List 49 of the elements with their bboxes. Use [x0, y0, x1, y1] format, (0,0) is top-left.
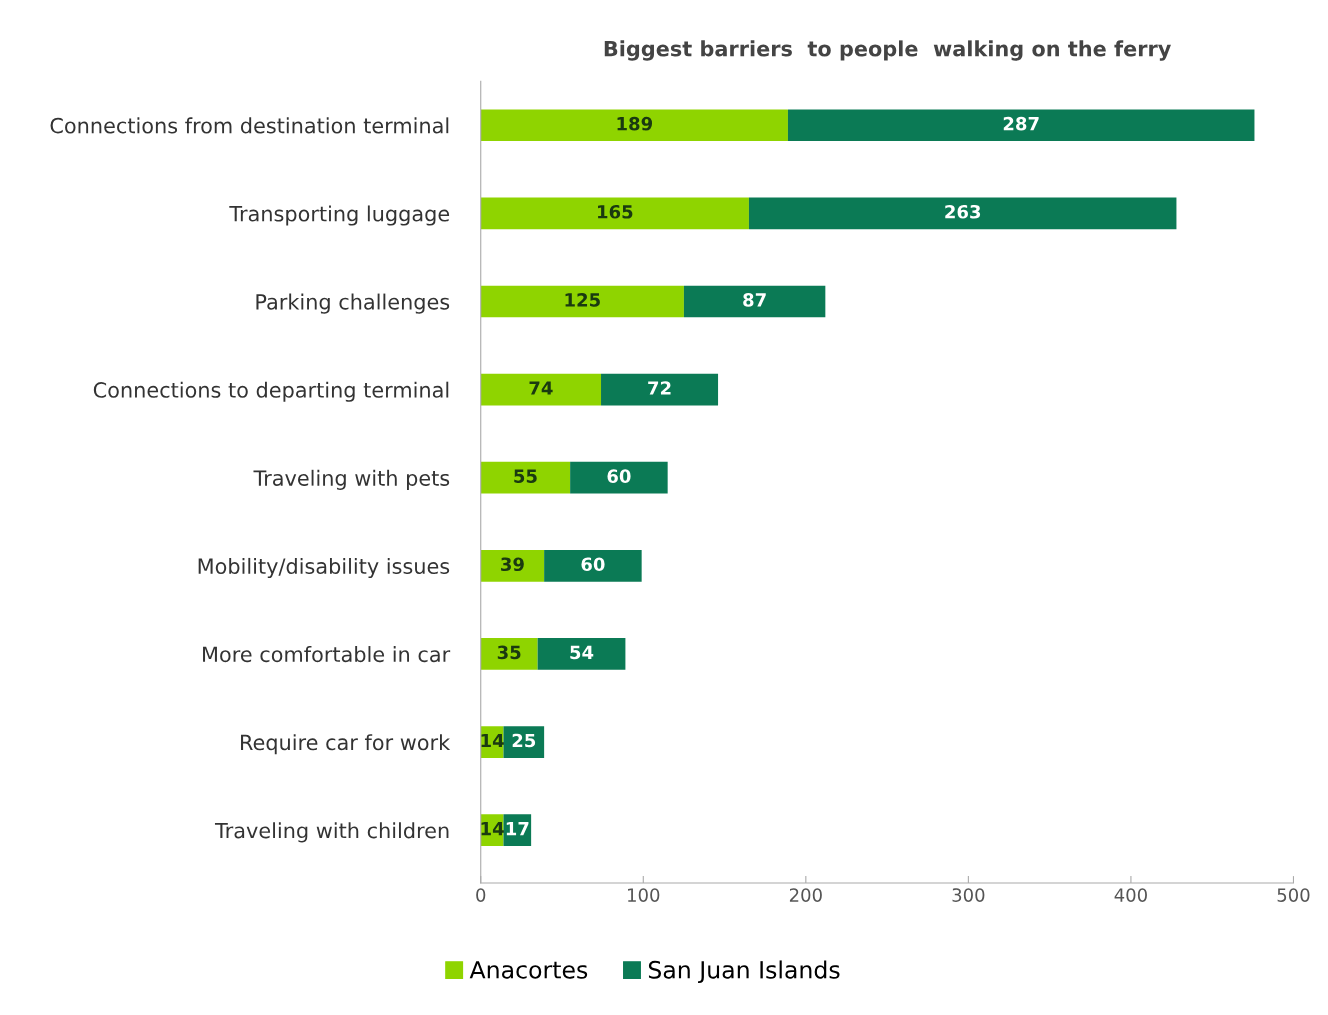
bar [480, 638, 538, 670]
legend-label: San Juan Islands [648, 960, 840, 984]
data-label: 17 [506, 822, 529, 836]
y-tick-label: Require car for work [241, 734, 451, 755]
bar [683, 285, 826, 318]
bar [537, 638, 626, 670]
x-tick-label: 0 [476, 888, 486, 902]
bar [480, 109, 788, 142]
bar [480, 197, 749, 230]
chart-title: Biggest barriers to people walking on the ferry [604, 40, 1171, 61]
y-tick-label: Mobility/disability issues [198, 557, 450, 579]
data-label: 72 [648, 381, 671, 395]
bar [480, 549, 545, 582]
x-tick-label: 200 [789, 888, 822, 902]
bar [601, 373, 719, 406]
y-tick-label: Parking challenges [256, 293, 450, 314]
data-label: 74 [529, 381, 553, 395]
x-tick-label: 100 [628, 888, 660, 902]
y-tick-label: More comfortable in car [203, 646, 451, 663]
x-tick-label: 400 [1114, 888, 1147, 902]
bar [480, 373, 602, 406]
data-label: 87 [743, 293, 766, 307]
bar [480, 285, 684, 318]
y-tick-label: Connections from destination terminal [50, 117, 449, 134]
bar [503, 726, 545, 758]
legend-label: Anacortes [469, 961, 588, 979]
y-tick-label: Traveling with children [214, 822, 449, 843]
y-tick-label: Connections to departing terminal [93, 381, 449, 402]
bar [787, 109, 1255, 142]
bar [480, 461, 571, 494]
data-label: 165 [598, 204, 633, 219]
y-tick-label: Transporting luggage [229, 205, 450, 226]
data-label: 35 [497, 645, 521, 660]
data-label: 287 [1003, 116, 1039, 131]
y-tick-label: Traveling with pets [253, 469, 450, 490]
data-label: 54 [570, 645, 594, 660]
bar [748, 197, 1177, 230]
bar [570, 461, 668, 494]
data-label: 125 [565, 293, 600, 307]
x-tick-label: 300 [952, 888, 985, 902]
data-label: 55 [514, 469, 537, 483]
x-tick-label: 500 [1277, 888, 1310, 902]
data-label: 39 [501, 557, 524, 572]
data-label: 189 [617, 116, 653, 131]
data-label: 60 [607, 469, 631, 483]
data-label: 263 [945, 204, 981, 219]
bar [544, 549, 642, 582]
data-label: 60 [581, 557, 605, 572]
data-label: 25 [512, 733, 536, 748]
